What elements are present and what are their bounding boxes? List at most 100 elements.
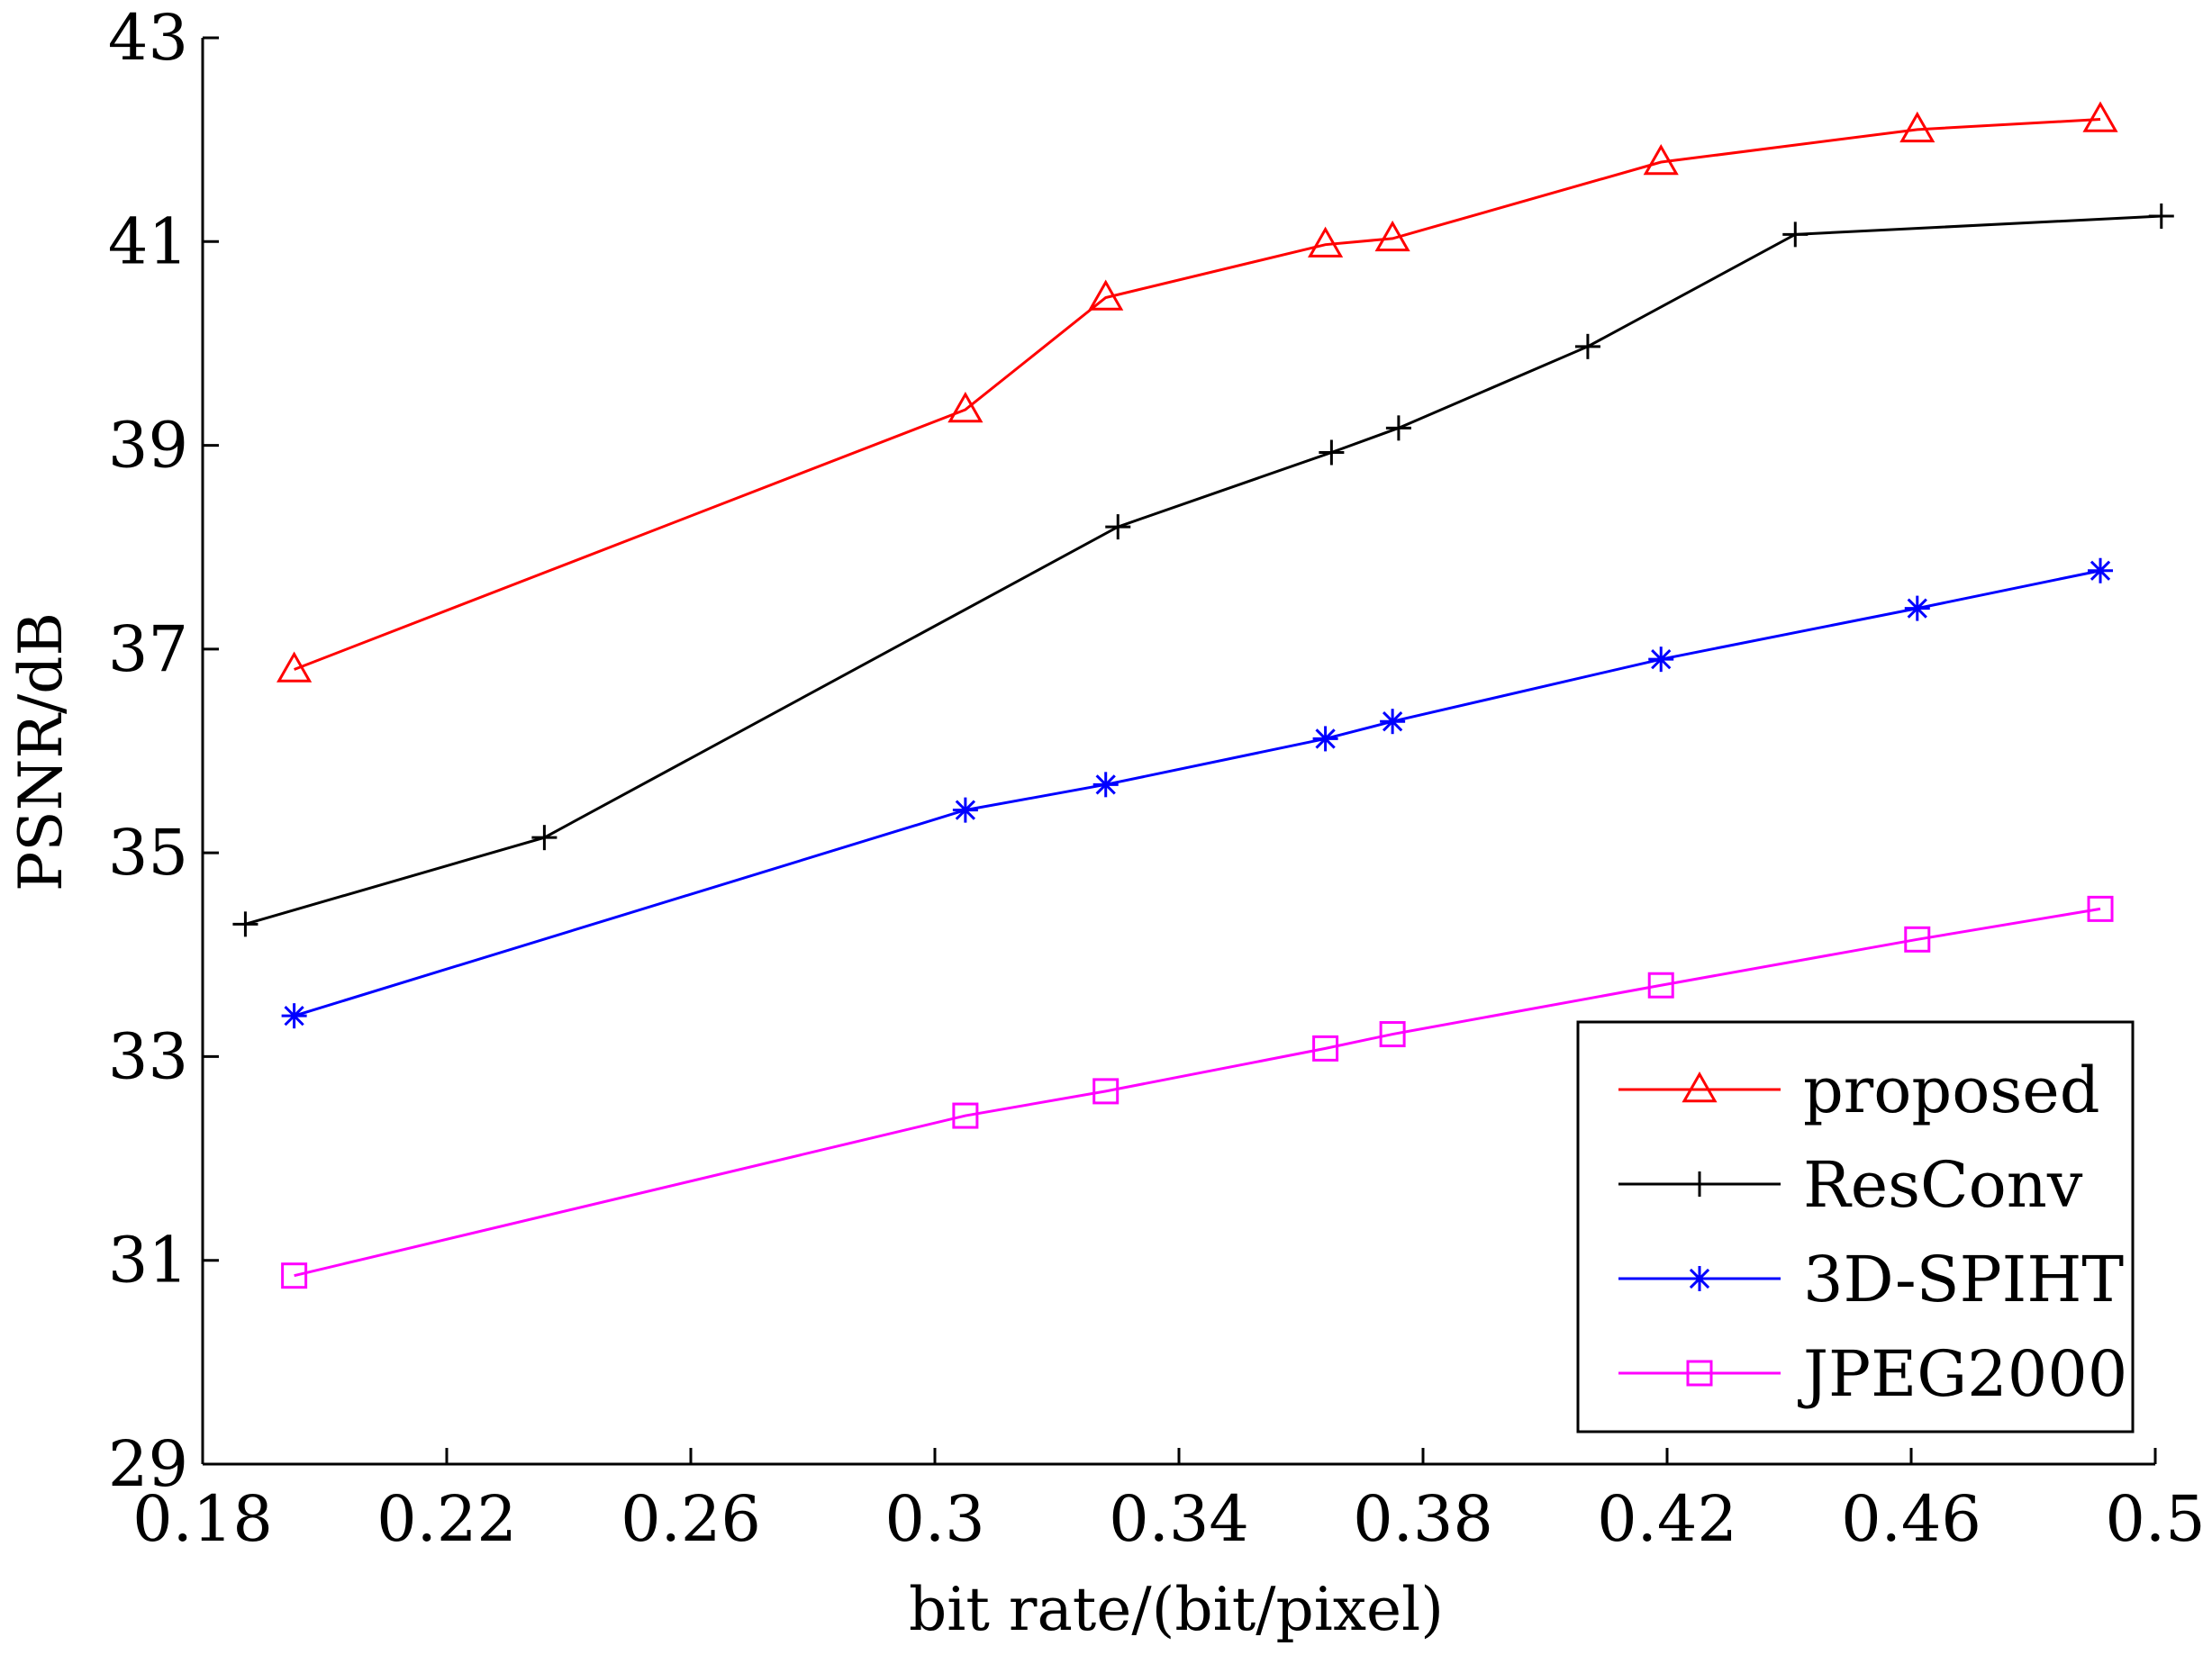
y-tick-label: 29 [108, 1427, 188, 1501]
square-marker-shape [952, 1102, 979, 1129]
data-point-proposed [1088, 279, 1124, 311]
data-point-proposed [1643, 144, 1679, 176]
series-line-3d-spiht [294, 569, 2101, 1017]
x-tick-label: 0.34 [1109, 1482, 1249, 1556]
data-point-3d-spiht [2088, 557, 2114, 583]
x-tick-label: 0.22 [376, 1482, 517, 1556]
asterisk-marker-d2 [1315, 728, 1336, 749]
data-point-proposed [2082, 101, 2118, 132]
axes: 0.18 0.22 0.26 0.3 0.34 0.38 0.42 0.46 0.5 29 31 33… [108, 1, 2206, 1556]
data-point-jpeg2000 [1904, 926, 1931, 953]
data-point-proposed [1308, 226, 1344, 258]
triangle-marker-shape [1374, 220, 1410, 252]
x-tick-label: 0.42 [1597, 1482, 1737, 1556]
asterisk-marker-d2 [2090, 560, 2111, 581]
data-point-proposed [276, 651, 313, 683]
series-line-proposed [294, 118, 2101, 671]
y-tick-label: 37 [108, 612, 188, 686]
data-point-resconv [2148, 203, 2174, 229]
data-point-3d-spiht [1904, 595, 1930, 621]
data-point-3d-spiht [1648, 647, 1674, 673]
data-point-proposed [1374, 220, 1410, 252]
legend-entry-resconv: ResConv [1618, 1148, 2083, 1222]
y-axis-label: PSNR/dB [6, 612, 76, 891]
series-group [232, 101, 2174, 1289]
data-point-resconv [1319, 439, 1345, 466]
data-point-3d-spiht [281, 1003, 307, 1029]
series-resconv [232, 203, 2174, 937]
legend-label-jpeg2000: JPEG2000 [1798, 1337, 2127, 1411]
square-marker-shape [1647, 972, 1674, 999]
legend-entry-3d-spiht: 3D-SPIHT [1618, 1243, 2124, 1316]
y-tick-label: 35 [108, 816, 188, 890]
data-point-3d-spiht [1312, 726, 1338, 752]
asterisk-marker-d2 [1095, 774, 1116, 795]
square-marker-shape [1686, 1360, 1713, 1387]
data-point-jpeg2000 [2087, 895, 2114, 922]
triangle-marker-shape [1899, 111, 1936, 143]
data-point-3d-spiht [1380, 709, 1406, 735]
x-tick-label: 0.3 [884, 1482, 984, 1556]
triangle-marker-shape [947, 391, 984, 423]
legend-label-3d-spiht: 3D-SPIHT [1803, 1243, 2124, 1316]
square-marker-shape [1092, 1078, 1120, 1105]
legend-entry-proposed: proposed [1618, 1054, 2100, 1127]
legend-label-proposed: proposed [1803, 1054, 2100, 1127]
triangle-marker-shape [1682, 1071, 1718, 1103]
data-point-jpeg2000 [1092, 1078, 1120, 1105]
data-point-jpeg2000 [281, 1262, 308, 1289]
x-tick-label: 0.5 [2105, 1482, 2205, 1556]
triangle-marker-shape [1308, 226, 1344, 258]
x-tick-label: 0.18 [132, 1482, 273, 1556]
y-tick-label: 43 [108, 1, 188, 75]
data-point-3d-spiht [952, 797, 978, 823]
data-point-jpeg2000 [1647, 972, 1674, 999]
asterisk-marker-d2 [1907, 598, 1927, 619]
data-point-resconv [1105, 514, 1131, 540]
series-line-jpeg2000 [294, 907, 2101, 1278]
square-marker-shape [2087, 895, 2114, 922]
data-point-jpeg2000 [1379, 1021, 1406, 1048]
legend-marker-jpeg2000 [1686, 1360, 1713, 1387]
y-tick-label: 31 [108, 1224, 188, 1298]
triangle-marker-shape [276, 651, 313, 683]
square-marker-shape [1312, 1035, 1339, 1062]
data-point-resconv [1782, 222, 1809, 248]
square-marker-shape [1904, 926, 1931, 953]
data-point-jpeg2000 [1312, 1035, 1339, 1062]
data-point-resconv [232, 911, 258, 937]
data-point-jpeg2000 [952, 1102, 979, 1129]
series-line-resconv [245, 214, 2162, 926]
asterisk-marker-d2 [1651, 649, 1672, 670]
legend-marker-proposed [1682, 1071, 1718, 1103]
legend-marker-3d-spiht [1687, 1266, 1712, 1291]
square-marker-shape [1379, 1021, 1406, 1048]
data-point-proposed [1899, 111, 1936, 143]
square-marker-shape [281, 1262, 308, 1289]
x-tick-label: 0.46 [1841, 1482, 1981, 1556]
asterisk-marker-d2 [1689, 1268, 1710, 1289]
asterisk-marker-d2 [284, 1006, 304, 1026]
triangle-marker-shape [2082, 101, 2118, 132]
legend-marker-resconv [1687, 1171, 1712, 1197]
data-point-resconv [1385, 415, 1411, 441]
series-3d-spiht [281, 557, 2114, 1029]
asterisk-marker-d2 [1382, 711, 1403, 732]
triangle-marker-shape [1088, 279, 1124, 311]
legend-entry-jpeg2000: JPEG2000 [1618, 1337, 2127, 1411]
y-tick-label: 33 [108, 1019, 188, 1093]
legend-label-resconv: ResConv [1803, 1148, 2083, 1222]
triangle-marker-shape [1643, 144, 1679, 176]
legend: proposed ResConv 3D-SPIHT JPEG2000 [1576, 1020, 2135, 1433]
data-point-proposed [947, 391, 984, 423]
data-point-resconv [1574, 333, 1600, 359]
x-axis-label: bit rate/(bit/pixel) [909, 1575, 1444, 1644]
series-jpeg2000 [281, 895, 2114, 1289]
series-proposed [276, 101, 2118, 683]
y-tick-label: 39 [108, 409, 188, 483]
data-point-resconv [531, 825, 558, 851]
x-tick-label: 0.38 [1353, 1482, 1493, 1556]
y-tick-label: 41 [108, 204, 188, 278]
